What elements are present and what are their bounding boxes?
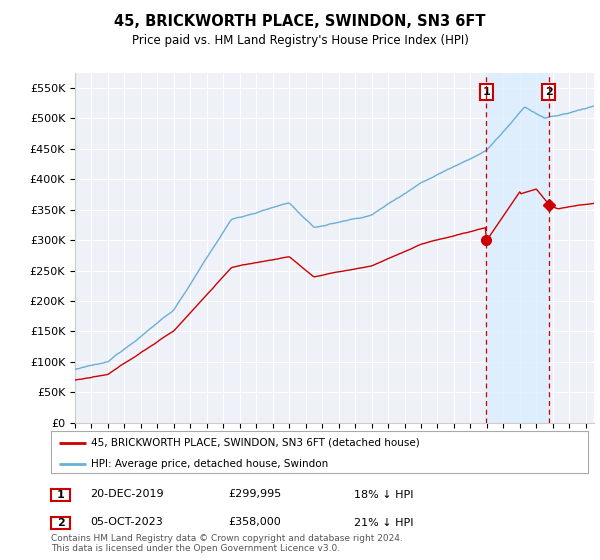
Text: £358,000: £358,000 bbox=[228, 517, 281, 528]
Text: 18% ↓ HPI: 18% ↓ HPI bbox=[354, 489, 413, 500]
Text: 45, BRICKWORTH PLACE, SWINDON, SN3 6FT: 45, BRICKWORTH PLACE, SWINDON, SN3 6FT bbox=[114, 14, 486, 29]
Text: 05-OCT-2023: 05-OCT-2023 bbox=[90, 517, 163, 528]
Text: 2: 2 bbox=[57, 518, 64, 528]
Text: 21% ↓ HPI: 21% ↓ HPI bbox=[354, 517, 413, 528]
Text: HPI: Average price, detached house, Swindon: HPI: Average price, detached house, Swin… bbox=[91, 459, 329, 469]
Text: 1: 1 bbox=[482, 87, 490, 97]
Text: 45, BRICKWORTH PLACE, SWINDON, SN3 6FT (detached house): 45, BRICKWORTH PLACE, SWINDON, SN3 6FT (… bbox=[91, 438, 420, 448]
Text: 1: 1 bbox=[57, 490, 64, 500]
Text: 20-DEC-2019: 20-DEC-2019 bbox=[90, 489, 164, 500]
Text: Price paid vs. HM Land Registry's House Price Index (HPI): Price paid vs. HM Land Registry's House … bbox=[131, 34, 469, 46]
Bar bbox=[487, 73, 548, 423]
Text: 2: 2 bbox=[545, 87, 553, 97]
Text: £299,995: £299,995 bbox=[228, 489, 281, 500]
Text: Contains HM Land Registry data © Crown copyright and database right 2024.
This d: Contains HM Land Registry data © Crown c… bbox=[51, 534, 403, 553]
